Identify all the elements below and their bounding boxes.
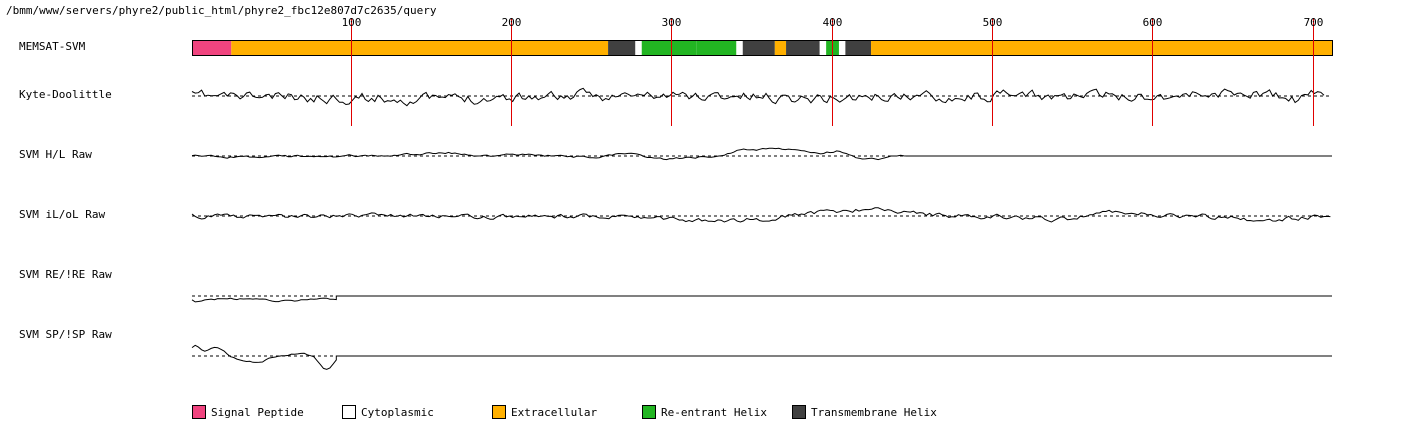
legend-swatch-cytoplasmic <box>342 405 356 419</box>
legend-label: Re-entrant Helix <box>661 406 767 419</box>
topology-segment-reentrant <box>641 40 697 55</box>
tick-label-700: 700 <box>1304 16 1324 29</box>
legend-swatch-reentrant <box>642 405 656 419</box>
topology-segment-signal <box>192 40 232 55</box>
topology-segment-extracellular <box>774 40 787 55</box>
tick-label-600: 600 <box>1143 16 1163 29</box>
topology-segment-cytoplasmic <box>819 40 827 55</box>
topology-segment-extracellular <box>871 40 1333 55</box>
track-label-svm-sp: SVM SP/!SP Raw <box>19 328 112 341</box>
page-title: /bmm/www/servers/phyre2/public_html/phyr… <box>6 4 437 17</box>
track-label-memsat-svm: MEMSAT-SVM <box>19 40 86 53</box>
topology-segment-extracellular <box>231 40 609 55</box>
track-label-kyte-doolittle: Kyte-Doolittle <box>19 88 112 101</box>
legend-label: Transmembrane Helix <box>811 406 937 419</box>
legend-label: Extracellular <box>511 406 598 419</box>
tick-label-400: 400 <box>823 16 843 29</box>
topology-segment-cytoplasmic <box>838 40 846 55</box>
svm-hl-trace <box>191 147 1332 161</box>
tick-label-500: 500 <box>983 16 1003 29</box>
track-label-svm-ilol: SVM iL/oL Raw <box>19 208 106 221</box>
topology-segment-transmembrane <box>786 40 820 55</box>
topology-segment-reentrant <box>696 40 737 55</box>
topology-segment-transmembrane <box>608 40 636 55</box>
svm-sp-trace <box>191 344 1332 370</box>
position-tick-labels: 100 200 300 400 500 600 700 <box>342 16 1324 29</box>
topology-segment-cytoplasmic <box>736 40 743 55</box>
position-markers <box>351 18 1314 126</box>
topology-bar-outline <box>192 40 1333 56</box>
legend-label: Cytoplasmic <box>361 406 434 419</box>
legend-swatch-transmembrane <box>792 405 806 419</box>
legend-swatch-extracellular <box>492 405 506 419</box>
profile-traces <box>191 87 1332 370</box>
track-label-svm-hl: SVM H/L Raw <box>19 148 92 161</box>
svm-ilol-trace <box>191 207 1331 223</box>
track-label-svm-re: SVM RE/!RE Raw <box>19 268 112 281</box>
topology-segment-transmembrane <box>742 40 775 55</box>
tick-label-300: 300 <box>662 16 682 29</box>
topology-segment-cytoplasmic <box>635 40 642 55</box>
topology-bar <box>192 40 1333 56</box>
legend-label: Signal Peptide <box>211 406 304 419</box>
legend-swatch-signal <box>192 405 206 419</box>
tick-label-100: 100 <box>342 16 362 29</box>
topology-segment-transmembrane <box>845 40 872 55</box>
tick-label-200: 200 <box>502 16 522 29</box>
kyte-doolittle-trace <box>191 87 1325 107</box>
svm-re-trace <box>191 295 1332 303</box>
